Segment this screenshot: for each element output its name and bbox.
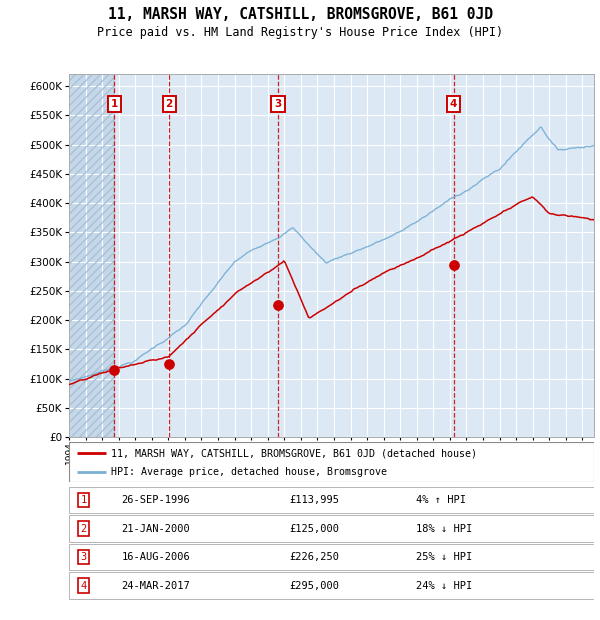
Text: 1: 1 [80,495,87,505]
Text: 3: 3 [80,552,87,562]
Point [109,365,119,375]
Text: £113,995: £113,995 [290,495,340,505]
Text: 4% ↑ HPI: 4% ↑ HPI [415,495,466,505]
Text: 24-MAR-2017: 24-MAR-2017 [121,580,190,591]
Text: HPI: Average price, detached house, Bromsgrove: HPI: Average price, detached house, Brom… [111,467,387,477]
Text: 2: 2 [80,523,87,534]
Text: £226,250: £226,250 [290,552,340,562]
Text: 16-AUG-2006: 16-AUG-2006 [121,552,190,562]
Text: 11, MARSH WAY, CATSHILL, BROMSGROVE, B61 0JD (detached house): 11, MARSH WAY, CATSHILL, BROMSGROVE, B61… [111,448,477,458]
Text: £125,000: £125,000 [290,523,340,534]
Text: 2: 2 [166,99,173,108]
Point [273,300,283,310]
Text: 4: 4 [450,99,457,108]
Bar [69,74,114,437]
Text: 25% ↓ HPI: 25% ↓ HPI [415,552,472,562]
Text: 18% ↓ HPI: 18% ↓ HPI [415,523,472,534]
Text: 24% ↓ HPI: 24% ↓ HPI [415,580,472,591]
Text: 21-JAN-2000: 21-JAN-2000 [121,523,190,534]
Text: Price paid vs. HM Land Registry's House Price Index (HPI): Price paid vs. HM Land Registry's House … [97,26,503,39]
Text: 1: 1 [110,99,118,108]
Bar [69,74,114,437]
Point [449,260,458,270]
Text: 4: 4 [80,580,87,591]
Text: 3: 3 [274,99,281,108]
Text: £295,000: £295,000 [290,580,340,591]
Text: 26-SEP-1996: 26-SEP-1996 [121,495,190,505]
Point [164,359,174,369]
Text: 11, MARSH WAY, CATSHILL, BROMSGROVE, B61 0JD: 11, MARSH WAY, CATSHILL, BROMSGROVE, B61… [107,7,493,22]
